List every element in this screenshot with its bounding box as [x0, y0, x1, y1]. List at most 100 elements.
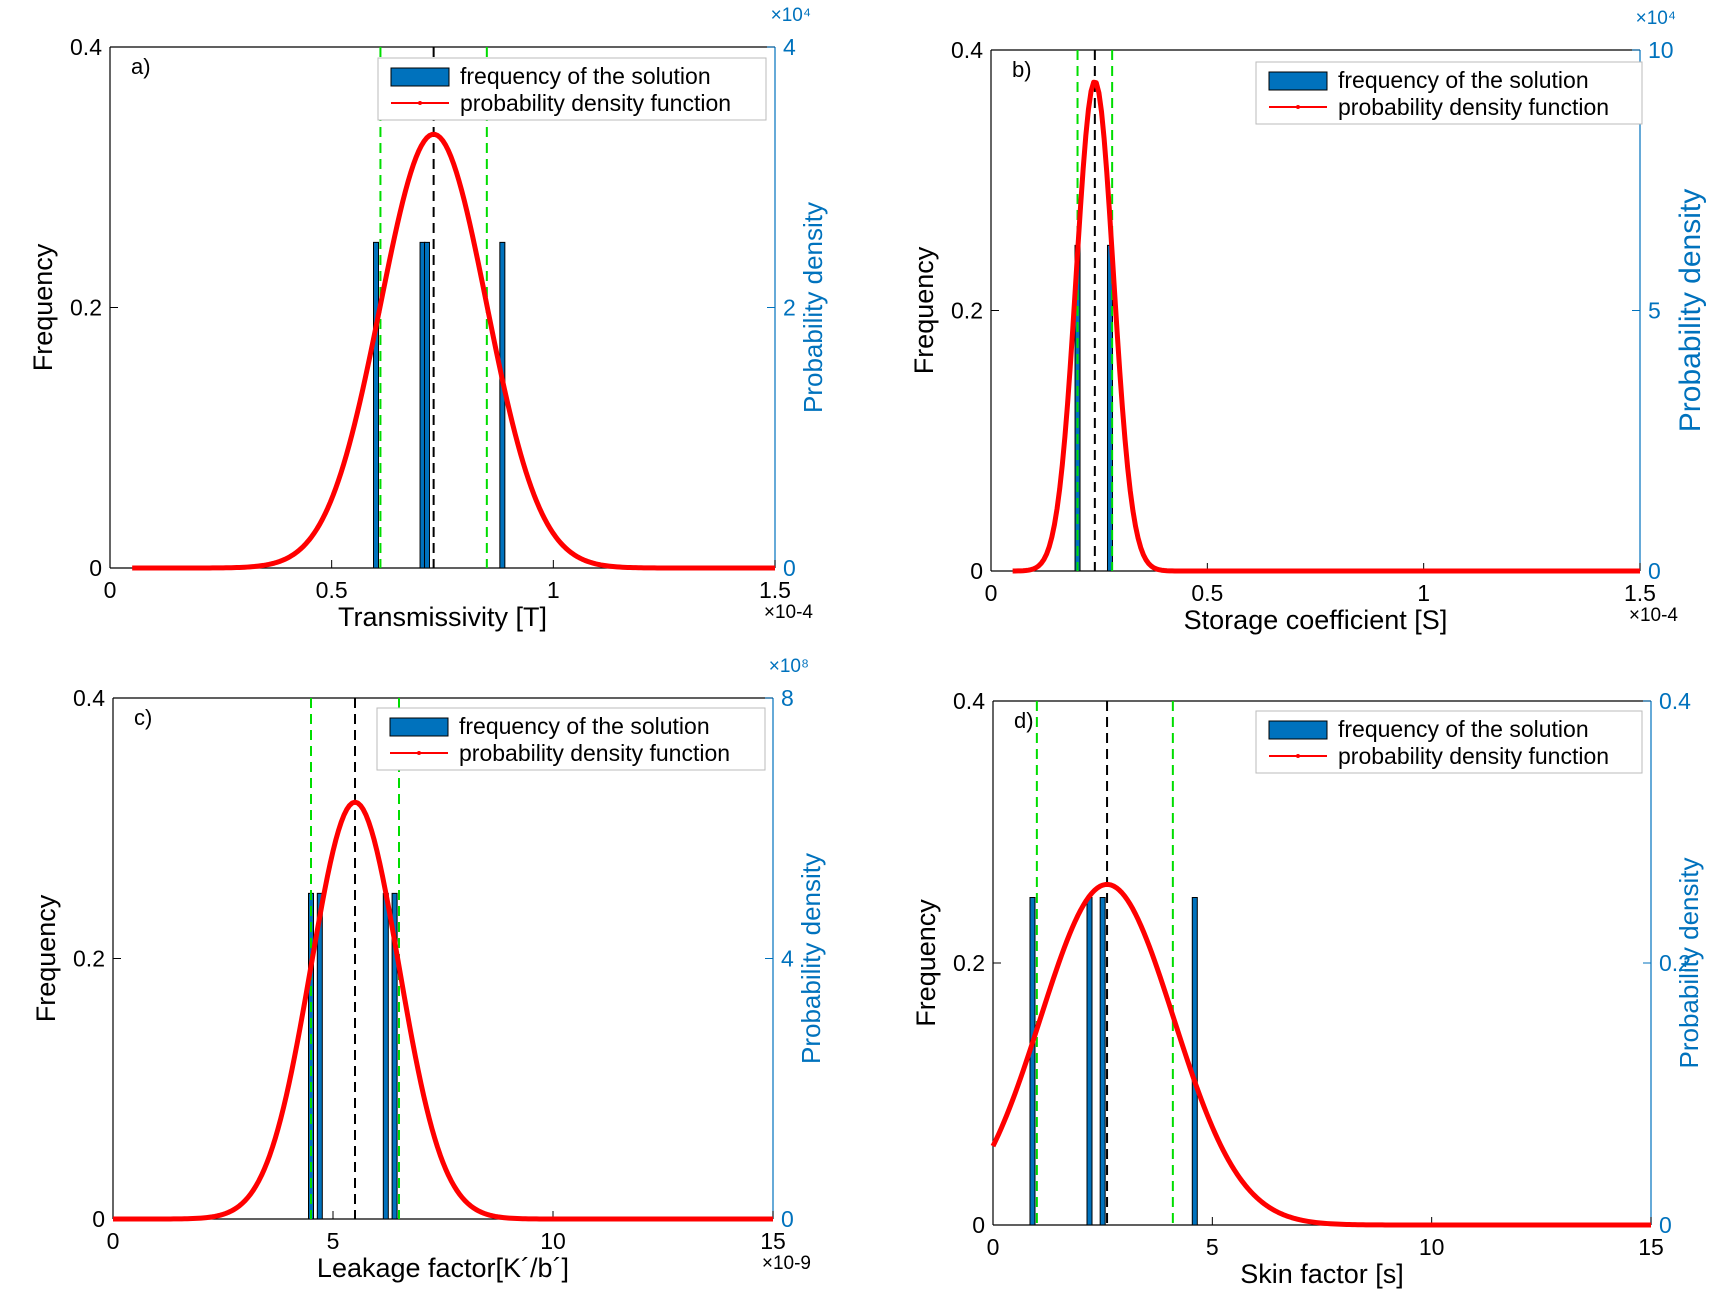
legend-entry-pdf: probability density function [1338, 94, 1609, 120]
y-right-axis-title: Probability density [1674, 858, 1704, 1069]
legend-line-marker [1296, 105, 1300, 109]
x-tick-label: 5 [1206, 1234, 1219, 1260]
x-tick-label: 5 [327, 1228, 340, 1254]
frequency-bar [373, 241, 379, 569]
panel-label: c) [134, 705, 152, 730]
legend-entry-frequency: frequency of the solution [459, 713, 710, 739]
x-axis-title: Transmissivity [T] [338, 602, 547, 632]
legend-entry-pdf: probability density function [1338, 743, 1609, 769]
pdf-curve [132, 131, 775, 571]
y-right-tick-label: 0 [781, 1206, 794, 1232]
y-right-tick-label: 0.2 [1659, 950, 1691, 976]
x-tick-label: 1.5 [1624, 580, 1656, 606]
frequency-bar [1086, 897, 1093, 1226]
y-right-tick-label: 4 [781, 946, 794, 972]
y-tick-label: 0.2 [70, 295, 102, 321]
legend-bar-swatch [389, 717, 449, 737]
y-right-tick-label: 8 [781, 685, 794, 711]
legend-entry-pdf: probability density function [460, 90, 731, 116]
frequency-bar [1029, 897, 1036, 1226]
y-right-tick-label: 2 [783, 295, 796, 321]
y-tick-label: 0 [89, 555, 102, 581]
x-tick-label: 0 [104, 577, 117, 603]
x-tick-label: 0 [987, 1234, 1000, 1260]
frequency-bar [316, 892, 323, 1220]
x-tick-label: 15 [760, 1228, 786, 1254]
y-right-tick-label: 0 [1648, 558, 1661, 584]
y-tick-label: 0.4 [953, 688, 985, 714]
x-tick-label: 0 [107, 1228, 120, 1254]
y-axis-title: Frequency [909, 246, 939, 374]
frequency-bar [1191, 897, 1198, 1226]
right-exponent-label: ×10⁴ [771, 5, 811, 26]
y-right-tick-label: 5 [1648, 298, 1661, 324]
y-tick-label: 0 [972, 1212, 985, 1238]
x-exponent-label: ×10-4 [1629, 605, 1679, 626]
y-right-tick-label: 0 [1659, 1212, 1672, 1238]
panel-label: b) [1012, 57, 1032, 82]
frequency-bar [499, 241, 506, 569]
right-exponent-label: ×10⁴ [1636, 8, 1676, 29]
y-right-axis-title: Probability density [796, 853, 826, 1064]
legend-entry-pdf: probability density function [459, 740, 730, 766]
x-tick-label: 10 [540, 1228, 566, 1254]
legend-bar-swatch [1268, 720, 1328, 740]
frequency-bar [1099, 897, 1106, 1226]
legend-bar-swatch [1268, 71, 1328, 91]
y-tick-label: 0 [970, 558, 983, 584]
pdf-curve [1012, 79, 1640, 574]
y-axis-title: Frequency [28, 243, 58, 371]
y-right-tick-label: 10 [1648, 37, 1674, 63]
legend-line-marker [418, 101, 422, 105]
y-tick-label: 0.4 [951, 37, 983, 63]
y-tick-label: 0.4 [73, 685, 105, 711]
y-axis-title: Frequency [911, 899, 941, 1027]
x-tick-label: 0.5 [1191, 580, 1223, 606]
frequency-bar [423, 241, 430, 569]
x-exponent-label: ×10-9 [762, 1253, 811, 1274]
y-tick-label: 0.2 [951, 298, 983, 324]
y-right-axis-title: Probability density [798, 202, 828, 413]
legend-bar-swatch [390, 67, 450, 87]
x-tick-label: 15 [1638, 1234, 1664, 1260]
legend-line-marker [1296, 754, 1300, 758]
x-exponent-label: ×10-4 [764, 602, 814, 623]
x-tick-label: 0 [985, 580, 998, 606]
y-right-tick-label: 0.4 [1659, 688, 1691, 714]
x-axis-title: Skin factor [s] [1240, 1259, 1404, 1289]
pdf-curve [990, 881, 1651, 1228]
y-tick-label: 0 [92, 1206, 105, 1232]
panel-label: d) [1014, 708, 1034, 733]
y-right-tick-label: 0 [783, 555, 796, 581]
frequency-bar [382, 892, 389, 1220]
x-tick-label: 1 [547, 577, 560, 603]
x-tick-label: 10 [1419, 1234, 1445, 1260]
y-tick-label: 0.2 [73, 946, 105, 972]
x-axis-title: Leakage factor[K´/b´] [317, 1253, 569, 1283]
x-tick-label: 1.5 [759, 577, 791, 603]
x-tick-label: 0.5 [316, 577, 348, 603]
legend-entry-frequency: frequency of the solution [1338, 67, 1589, 93]
y-axis-title: Frequency [31, 894, 61, 1022]
legend-line-marker [417, 751, 421, 755]
x-axis-title: Storage coefficient [S] [1184, 605, 1448, 635]
legend-entry-frequency: frequency of the solution [460, 63, 711, 89]
y-right-tick-label: 4 [783, 34, 796, 60]
y-tick-label: 0.2 [953, 950, 985, 976]
y-right-axis-title: Probability density [1674, 189, 1707, 432]
frequency-bar [391, 892, 398, 1220]
legend-entry-frequency: frequency of the solution [1338, 716, 1589, 742]
pdf-curve [113, 799, 773, 1222]
panel-a: 0 0.5 1 1.500.20.4024×10-4×10⁴Transmissivit… [28, 5, 828, 632]
panel-label: a) [131, 54, 151, 79]
y-tick-label: 0.4 [70, 34, 102, 60]
x-tick-label: 1 [1417, 580, 1430, 606]
